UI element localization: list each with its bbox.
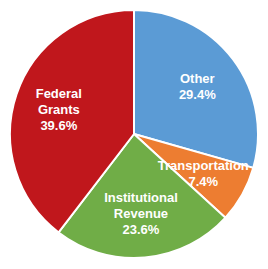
svg-text:Transportation7.4%: Transportation7.4% <box>158 157 249 188</box>
svg-text:Other29.4%: Other29.4% <box>179 71 216 102</box>
svg-text:InstitutionalRevenue23.6%: InstitutionalRevenue23.6% <box>104 190 178 237</box>
svg-text:FederalGrants39.6%: FederalGrants39.6% <box>36 85 82 132</box>
